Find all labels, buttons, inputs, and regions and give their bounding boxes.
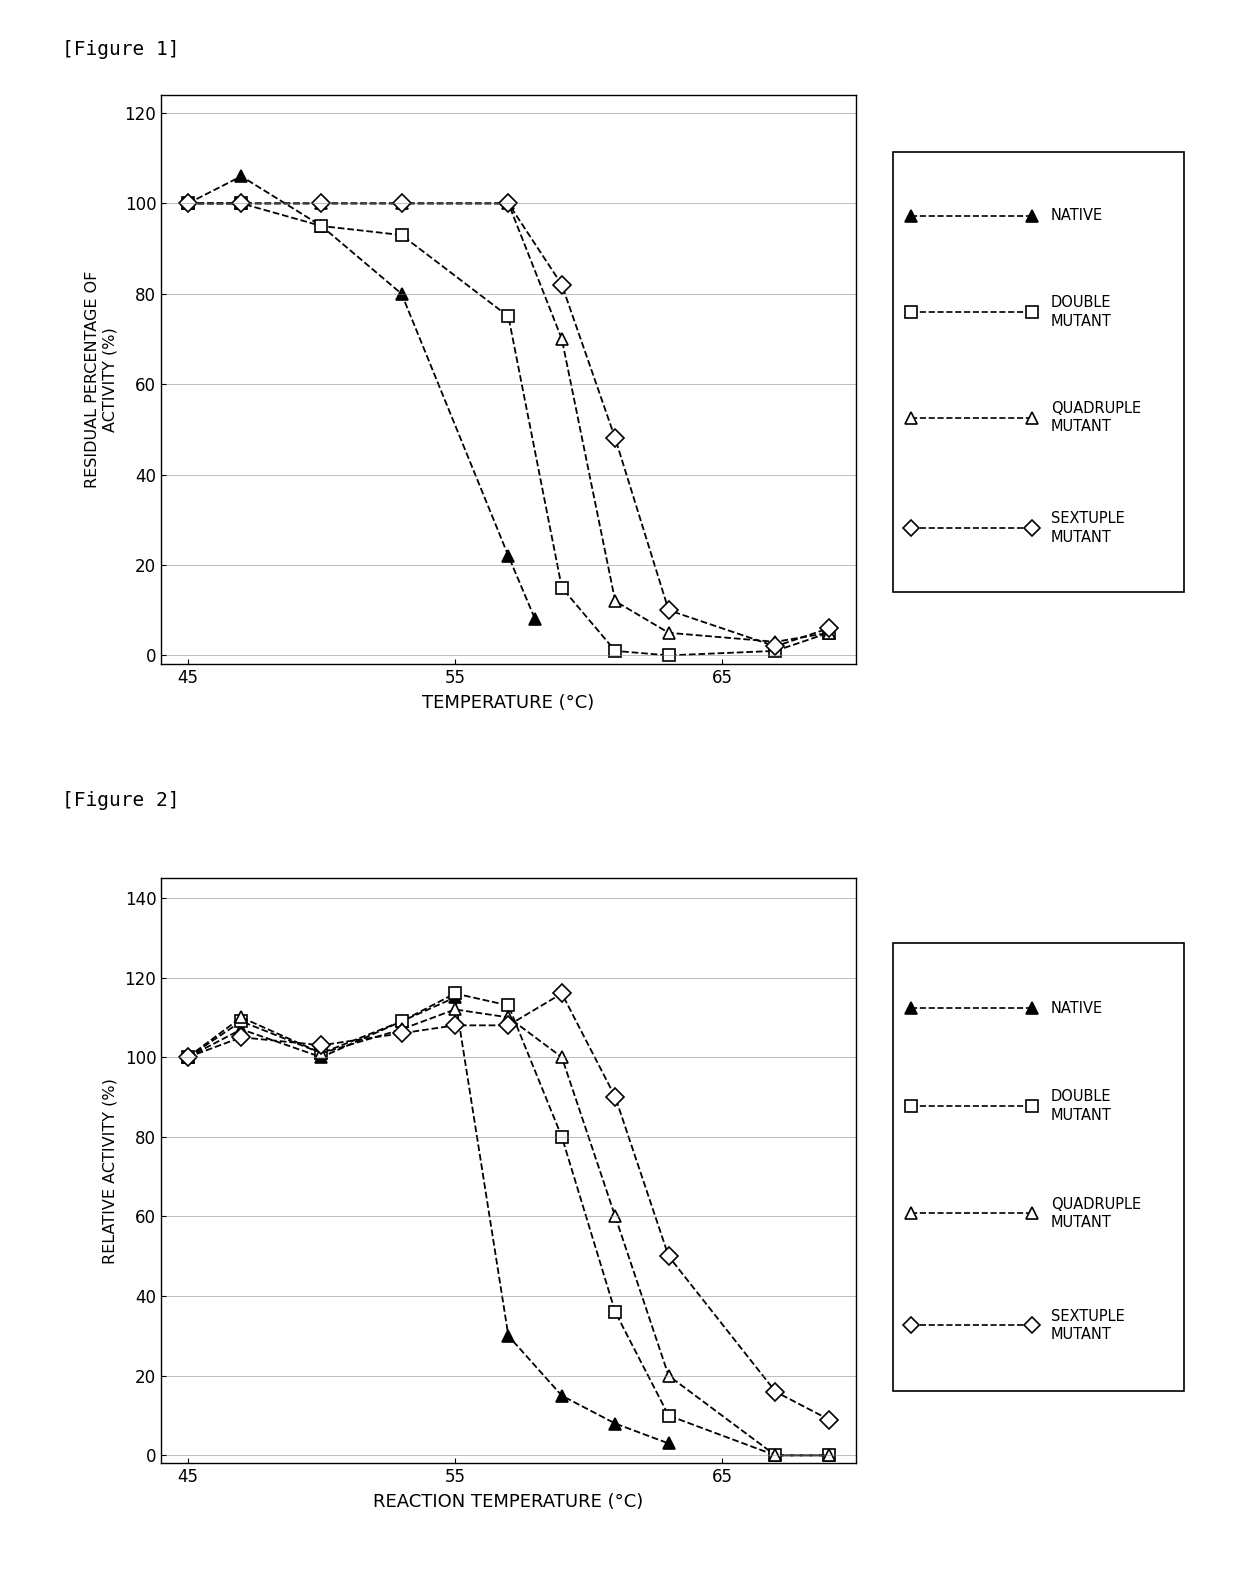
Text: DOUBLE
MUTANT: DOUBLE MUTANT [1050, 1090, 1111, 1123]
X-axis label: TEMPERATURE (°C): TEMPERATURE (°C) [423, 694, 594, 712]
Text: NATIVE: NATIVE [1050, 209, 1102, 223]
Text: SEXTUPLE
MUTANT: SEXTUPLE MUTANT [1050, 511, 1125, 544]
Text: NATIVE: NATIVE [1050, 1000, 1102, 1016]
Text: QUADRUPLE
MUTANT: QUADRUPLE MUTANT [1050, 1196, 1141, 1231]
Text: [Figure 2]: [Figure 2] [62, 791, 180, 810]
Text: SEXTUPLE
MUTANT: SEXTUPLE MUTANT [1050, 1308, 1125, 1342]
Text: DOUBLE
MUTANT: DOUBLE MUTANT [1050, 296, 1111, 329]
Text: QUADRUPLE
MUTANT: QUADRUPLE MUTANT [1050, 400, 1141, 435]
X-axis label: REACTION TEMPERATURE (°C): REACTION TEMPERATURE (°C) [373, 1493, 644, 1511]
Text: [Figure 1]: [Figure 1] [62, 40, 180, 59]
Y-axis label: RESIDUAL PERCENTAGE OF
ACTIVITY (%): RESIDUAL PERCENTAGE OF ACTIVITY (%) [86, 271, 118, 489]
Y-axis label: RELATIVE ACTIVITY (%): RELATIVE ACTIVITY (%) [103, 1077, 118, 1264]
